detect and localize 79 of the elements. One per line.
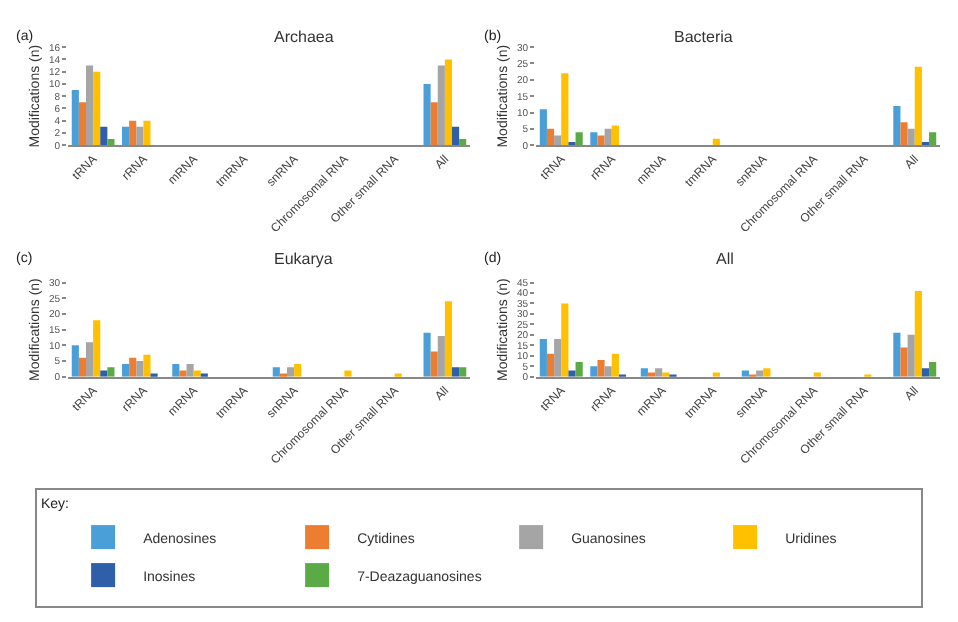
bar bbox=[423, 83, 431, 146]
bar bbox=[575, 362, 583, 377]
bar bbox=[78, 357, 86, 377]
bar bbox=[907, 128, 915, 146]
bar bbox=[539, 109, 547, 146]
bar bbox=[179, 370, 187, 377]
bar bbox=[604, 366, 612, 377]
bar bbox=[893, 332, 901, 377]
bar bbox=[423, 332, 431, 377]
bar bbox=[430, 351, 438, 377]
bar bbox=[100, 126, 108, 146]
bar bbox=[597, 135, 605, 146]
bar bbox=[929, 132, 937, 146]
bar bbox=[900, 122, 908, 146]
chart-title: All bbox=[716, 250, 735, 268]
bar bbox=[597, 359, 605, 377]
bar bbox=[929, 362, 937, 377]
chart-title: Eukarya bbox=[274, 250, 334, 268]
bar bbox=[430, 102, 438, 146]
bar bbox=[100, 370, 108, 377]
bar bbox=[546, 128, 555, 146]
bar bbox=[459, 367, 467, 377]
bar bbox=[107, 139, 115, 146]
bar bbox=[193, 370, 201, 377]
bar bbox=[561, 73, 569, 146]
bar bbox=[93, 71, 101, 146]
bar bbox=[590, 366, 598, 377]
bar bbox=[287, 367, 295, 377]
bar bbox=[143, 354, 151, 377]
bar bbox=[136, 360, 144, 377]
bar bbox=[893, 105, 901, 146]
bar bbox=[914, 290, 922, 377]
bar bbox=[914, 66, 922, 146]
bar bbox=[907, 334, 915, 377]
bar bbox=[78, 102, 86, 146]
bar bbox=[756, 370, 764, 377]
bar bbox=[86, 342, 94, 377]
bar bbox=[344, 370, 352, 377]
bar bbox=[129, 120, 137, 146]
bar bbox=[272, 367, 280, 377]
bar bbox=[604, 128, 612, 146]
bar bbox=[444, 59, 452, 146]
bar bbox=[444, 301, 452, 377]
bar bbox=[93, 320, 101, 377]
bar bbox=[590, 132, 598, 146]
bar bbox=[452, 126, 460, 146]
bar bbox=[452, 367, 460, 377]
bar bbox=[611, 353, 619, 377]
bar bbox=[763, 368, 771, 377]
bar bbox=[122, 364, 130, 377]
bar bbox=[186, 364, 194, 377]
bar bbox=[129, 357, 137, 377]
bar bbox=[71, 90, 79, 146]
bar bbox=[136, 126, 144, 146]
bar bbox=[741, 370, 749, 377]
chart-title: Archaea bbox=[274, 28, 335, 46]
bar bbox=[539, 339, 547, 377]
bar bbox=[568, 370, 576, 377]
bar bbox=[86, 65, 94, 146]
bar bbox=[459, 139, 467, 146]
bar bbox=[561, 303, 569, 377]
bar bbox=[900, 347, 908, 377]
bar bbox=[921, 368, 930, 377]
bar bbox=[546, 353, 555, 377]
chart-title: Bacteria bbox=[674, 28, 734, 46]
bar bbox=[554, 339, 562, 377]
bar bbox=[611, 125, 619, 146]
bar bbox=[554, 135, 562, 146]
bar bbox=[575, 132, 583, 146]
bar bbox=[172, 364, 180, 377]
bar bbox=[437, 65, 445, 146]
bar bbox=[294, 364, 302, 377]
bar bbox=[107, 367, 115, 377]
bar bbox=[143, 120, 151, 146]
bar bbox=[655, 368, 663, 377]
bar bbox=[71, 345, 79, 377]
bar bbox=[122, 126, 130, 146]
bar bbox=[640, 368, 648, 377]
bar bbox=[437, 335, 445, 377]
